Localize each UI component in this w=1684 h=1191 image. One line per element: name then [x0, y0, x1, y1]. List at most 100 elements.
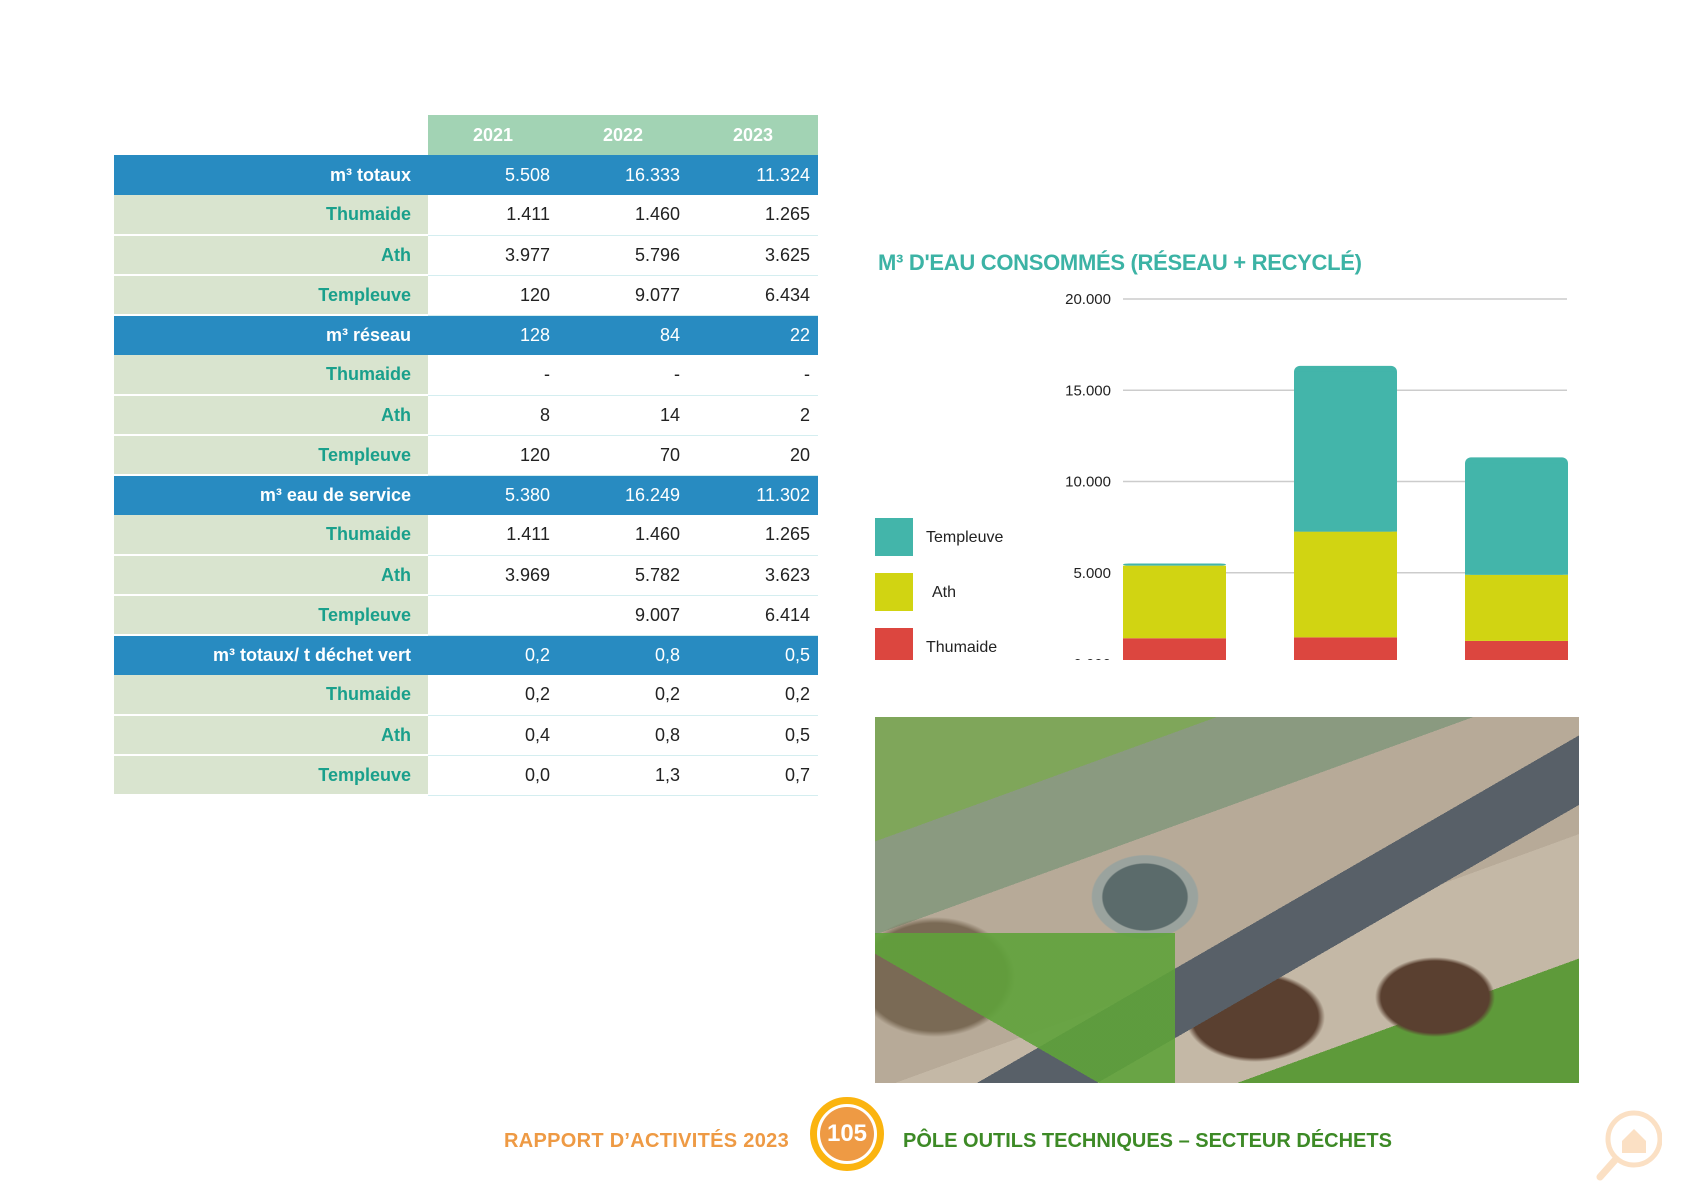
- cell-value: 11.324: [688, 155, 818, 195]
- cell-value: -: [558, 355, 688, 396]
- row-label: m³ totaux/ t déchet vert: [114, 635, 428, 675]
- cell-value: 1.265: [688, 515, 818, 556]
- bar-thumaide-2021: [1123, 638, 1226, 660]
- cell-value: 0,2: [558, 675, 688, 716]
- cell-value: 3.977: [428, 235, 558, 276]
- cell-value: -: [428, 355, 558, 396]
- cell-value: 1.265: [688, 195, 818, 236]
- row-label: m³ réseau: [114, 315, 428, 355]
- cell-value: 5.380: [428, 475, 558, 515]
- section-row: m³ totaux 5.508 16.333 11.324: [114, 155, 818, 195]
- bar-thumaide-2023: [1465, 640, 1568, 660]
- row-label: Thumaide: [114, 675, 428, 716]
- cell-value: -: [688, 355, 818, 396]
- cell-value: 120: [428, 435, 558, 476]
- cell-value: 0,8: [558, 715, 688, 756]
- cell-value: 1.460: [558, 515, 688, 556]
- table-row: Thumaide 1.411 1.460 1.265: [114, 515, 818, 556]
- cell-value: 1.411: [428, 515, 558, 556]
- year-header: 2022: [558, 115, 688, 155]
- row-label: Templeuve: [114, 755, 428, 796]
- row-label: Ath: [114, 395, 428, 436]
- cell-value: 5.796: [558, 235, 688, 276]
- cell-value: 9.007: [558, 595, 688, 636]
- cell-value: 3.623: [688, 555, 818, 596]
- table-row: Thumaide 0,2 0,2 0,2: [114, 675, 818, 716]
- magnifier-house-icon[interactable]: [1592, 1105, 1662, 1185]
- table-row: Ath 3.977 5.796 3.625: [114, 235, 818, 276]
- bar-templeuve-2021: [1123, 563, 1226, 566]
- row-label: Ath: [114, 555, 428, 596]
- legend-label: Templeuve: [926, 529, 1003, 546]
- page-number: 105: [820, 1107, 874, 1161]
- stacked-bar-chart: 0.0005.00010.00015.00020.000202120222023…: [875, 291, 1568, 660]
- y-tick-label: 5.000: [1073, 565, 1111, 582]
- cell-value: 128: [428, 315, 558, 355]
- cell-value: 14: [558, 395, 688, 436]
- y-tick-label: 0.000: [1073, 656, 1111, 660]
- cell-value: 3.969: [428, 555, 558, 596]
- bar-ath-2021: [1123, 565, 1226, 639]
- header-row: 2021 2022 2023: [114, 115, 818, 155]
- bar-ath-2022: [1294, 531, 1397, 638]
- legend-swatch: [875, 573, 913, 611]
- table-row: Thumaide - - -: [114, 355, 818, 396]
- row-label: Ath: [114, 715, 428, 756]
- row-label: m³ eau de service: [114, 475, 428, 515]
- cell-value: 5.508: [428, 155, 558, 195]
- cell-value: 0,2: [688, 675, 818, 716]
- cell-value: 120: [428, 275, 558, 316]
- legend-label: Ath: [932, 584, 956, 601]
- y-tick-label: 20.000: [1065, 291, 1111, 308]
- cell-value: 70: [558, 435, 688, 476]
- table-row: Templeuve 0,0 1,3 0,7: [114, 755, 818, 796]
- cell-value: 0,7: [688, 755, 818, 796]
- section-row: m³ réseau 128 84 22: [114, 315, 818, 355]
- legend-swatch: [875, 518, 913, 556]
- cell-value: 0,5: [688, 715, 818, 756]
- cell-value: 16.333: [558, 155, 688, 195]
- row-label: Templeuve: [114, 435, 428, 476]
- row-label: m³ totaux: [114, 155, 428, 195]
- cell-value: 5.782: [558, 555, 688, 596]
- cell-value: 84: [558, 315, 688, 355]
- bar-fill: [1465, 463, 1568, 575]
- row-label: Thumaide: [114, 515, 428, 556]
- cell-value: 9.077: [558, 275, 688, 316]
- water-table: 2021 2022 2023 m³ totaux 5.508 16.333 11.32…: [114, 115, 818, 796]
- row-label: Thumaide: [114, 195, 428, 236]
- legend-label: Thumaide: [926, 639, 997, 656]
- cell-value: 0,0: [428, 755, 558, 796]
- bar-ath-2023: [1465, 574, 1568, 641]
- cell-value: 11.302: [688, 475, 818, 515]
- row-label: Ath: [114, 235, 428, 276]
- cell-value: [428, 595, 558, 636]
- cell-value: 8: [428, 395, 558, 436]
- table-row: Thumaide 1.411 1.460 1.265: [114, 195, 818, 236]
- cell-value: 0,4: [428, 715, 558, 756]
- cell-value: 20: [688, 435, 818, 476]
- bar-fill: [1294, 371, 1397, 532]
- bar-thumaide-2022: [1294, 637, 1397, 660]
- cell-value: 6.414: [688, 595, 818, 636]
- year-header: 2023: [688, 115, 818, 155]
- cell-value: 3.625: [688, 235, 818, 276]
- cell-value: 1,3: [558, 755, 688, 796]
- row-label: Templeuve: [114, 275, 428, 316]
- footer-section-title: PÔLE OUTILS TECHNIQUES – SECTEUR DÉCHETS: [903, 1130, 1392, 1152]
- table-row: Templeuve 120 9.077 6.434: [114, 275, 818, 316]
- cell-value: 0,2: [428, 675, 558, 716]
- cell-value: 0,8: [558, 635, 688, 675]
- cell-value: 6.434: [688, 275, 818, 316]
- table-row: Templeuve 120 70 20: [114, 435, 818, 476]
- table-row: Templeuve 9.007 6.414: [114, 595, 818, 636]
- y-tick-label: 15.000: [1065, 382, 1111, 399]
- section-row: m³ totaux/ t déchet vert 0,2 0,8 0,5: [114, 635, 818, 675]
- cell-value: 1.460: [558, 195, 688, 236]
- cell-value: 0,2: [428, 635, 558, 675]
- page-number-badge: 105: [810, 1097, 884, 1171]
- table-row: Ath 0,4 0,8 0,5: [114, 715, 818, 756]
- cell-value: 0,5: [688, 635, 818, 675]
- row-label: Templeuve: [114, 595, 428, 636]
- cell-value: 1.411: [428, 195, 558, 236]
